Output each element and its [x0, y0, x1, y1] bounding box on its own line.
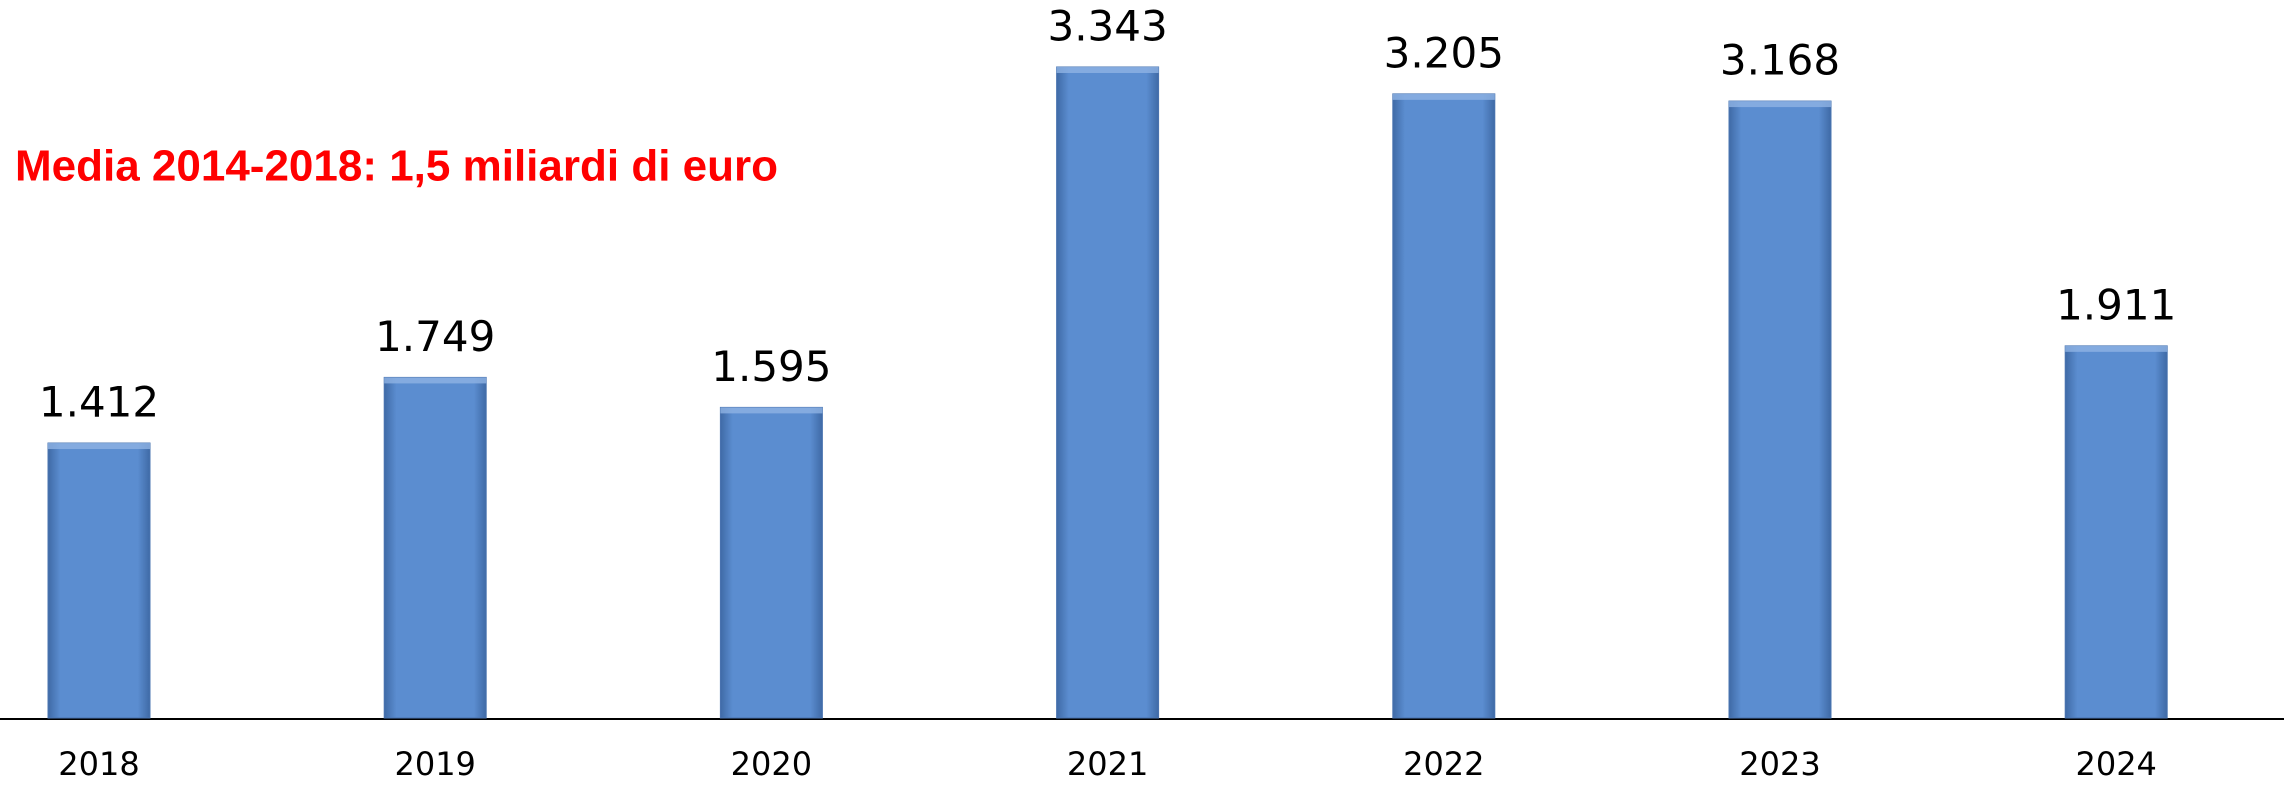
bar: [1056, 66, 1160, 719]
x-tick-label: 2022: [1403, 745, 1484, 783]
bar-top: [1392, 93, 1495, 100]
x-tick-label: 2020: [731, 745, 812, 783]
x-tick-label: 2018: [58, 745, 139, 783]
bar: [719, 406, 823, 719]
value-label: 3.205: [1384, 28, 1504, 77]
value-label: 1.749: [375, 312, 495, 361]
x-tick-label: 2023: [1739, 745, 1820, 783]
x-tick-label: 2021: [1067, 745, 1148, 783]
annotation: Media 2014-2018: 1,5 miliardi di euro: [15, 142, 778, 191]
bar-top: [48, 443, 150, 450]
bar-top: [384, 377, 487, 384]
bar-top: [1056, 67, 1159, 73]
bar-top: [720, 407, 823, 414]
x-tick-label: 2024: [2075, 745, 2156, 783]
x-tick-label: 2019: [394, 745, 475, 783]
value-label: 3.343: [1047, 2, 1167, 51]
bar: [47, 442, 151, 719]
value-label: 1.911: [2056, 280, 2176, 329]
bar-top: [2065, 345, 2168, 352]
value-label: 3.168: [1720, 36, 1840, 85]
value-label: 1.412: [39, 378, 159, 427]
bar: [2064, 345, 2168, 719]
bar: [1728, 100, 1832, 719]
bar: [383, 376, 487, 719]
bar-top: [1729, 101, 1831, 108]
bar: [1392, 93, 1496, 719]
value-label: 1.595: [711, 342, 831, 391]
